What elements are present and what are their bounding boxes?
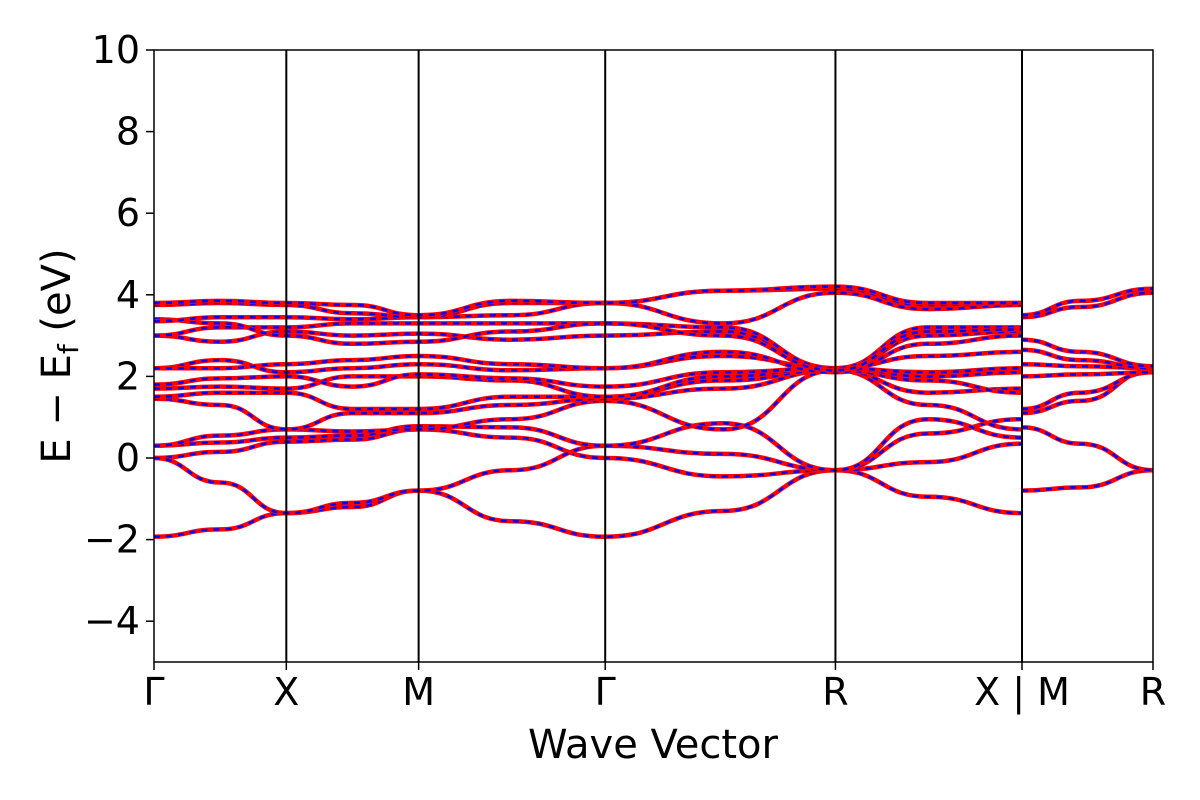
band-lines (154, 284, 1153, 539)
plot-frame (153, 49, 1154, 663)
y-axis-label-unit: (eV) (34, 248, 80, 344)
y-tick-label: 4 (116, 273, 140, 317)
x-tick-label: Γ (143, 670, 164, 714)
x-tick-label: M (402, 670, 435, 714)
band-line-dashed (154, 291, 1023, 325)
x-axis: Γ X M Γ R X | M R (143, 662, 1166, 715)
band-line-dashed (154, 417, 1023, 515)
band-line-dashed (154, 369, 1023, 431)
y-tick-label: 6 (116, 191, 140, 235)
band-line (154, 467, 1023, 539)
band-line-dashed (1021, 348, 1153, 370)
band-line-dashed (154, 417, 1023, 472)
y-axis-label-main: E − E (34, 354, 80, 464)
x-tick-label: X (273, 670, 299, 714)
band-line-dashed (154, 468, 1023, 538)
band-line-dashed (154, 334, 1023, 374)
band-line-dashed (154, 366, 1023, 388)
high-symmetry-lines (285, 50, 1024, 662)
y-tick-label: 0 (116, 436, 140, 480)
x-tick-label: X | M (974, 670, 1070, 715)
y-axis-label-subscript: f (52, 343, 85, 354)
band-line-dashed (1021, 369, 1153, 415)
band-line-dashed (1021, 426, 1153, 472)
band-line (154, 368, 1023, 412)
y-axis-label: E − Ef (eV) (34, 248, 85, 463)
band-line-dashed (1021, 338, 1153, 368)
y-tick-label: 8 (116, 110, 140, 154)
x-tick-label: R (822, 670, 848, 714)
y-axis: −4 −2 0 2 4 6 8 10 (84, 28, 154, 643)
x-tick-label: R (1140, 670, 1166, 714)
band-line (1021, 370, 1153, 379)
band-line (154, 427, 1023, 479)
band-line-dashed (1021, 468, 1153, 492)
band-line (1021, 425, 1153, 473)
band-line-dashed (1021, 291, 1153, 319)
band-line-dashed (1021, 371, 1153, 411)
band-line-dashed (154, 285, 1022, 317)
band-line-dashed (1021, 287, 1153, 317)
band-line-dashed (154, 318, 1023, 372)
y-tick-label: 10 (92, 28, 140, 72)
y-tick-label: 2 (116, 354, 140, 398)
x-axis-label: Wave Vector (528, 722, 779, 768)
y-tick-label: −2 (84, 518, 140, 562)
x-tick-label: Γ (595, 670, 616, 714)
y-tick-label: −4 (84, 599, 140, 643)
